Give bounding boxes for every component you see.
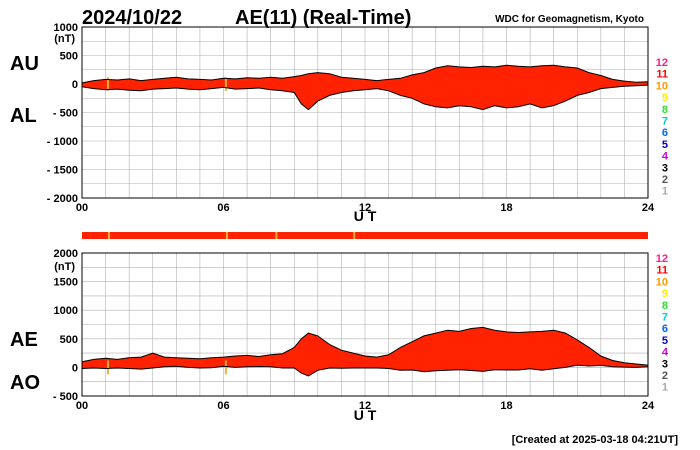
station-count-label: 9 xyxy=(662,92,668,104)
status-bar-band xyxy=(82,232,648,239)
station-count-label: 6 xyxy=(662,323,668,335)
y-tick-label: 2000 xyxy=(54,248,78,260)
y-tick-label: - 2000 xyxy=(47,193,78,205)
station-count-label: 7 xyxy=(662,116,668,128)
station-count-label: 5 xyxy=(662,139,668,151)
ae-ao-envelope xyxy=(82,327,648,376)
station-count-label: 12 xyxy=(656,253,668,265)
station-status-bar xyxy=(82,232,648,239)
status-bar-gap-mark xyxy=(275,232,278,239)
x-tick-label: 00 xyxy=(76,202,88,214)
y-tick-label: - 1500 xyxy=(47,165,78,177)
station-count-label: 11 xyxy=(656,265,668,277)
x-tick-label: 18 xyxy=(500,202,512,214)
station-count-label: 3 xyxy=(662,358,668,370)
x-tick-label: 18 xyxy=(500,400,512,412)
status-bar-gap-mark xyxy=(225,232,228,239)
station-count-label: 10 xyxy=(656,276,668,288)
y-tick-label: 500 xyxy=(60,334,78,346)
y-tick-label: - 500 xyxy=(53,391,78,403)
au-al-envelope xyxy=(82,65,648,110)
x-tick-label: 24 xyxy=(642,202,655,214)
y-tick-label: 0 xyxy=(72,362,78,374)
date-title: 2024/10/22 xyxy=(82,7,182,29)
ae-ao-gap-marks xyxy=(106,360,227,375)
au-al-unit-label: (nT) xyxy=(54,33,75,45)
status-bar-gap-mark xyxy=(107,232,110,239)
station-count-label: 2 xyxy=(662,174,668,186)
au-al-grid xyxy=(82,27,648,198)
au-al-fill xyxy=(82,65,648,110)
y-tick-label: 1000 xyxy=(54,22,78,34)
ae-ao-grid xyxy=(82,253,648,396)
source-label: WDC for Geomagnetism, Kyoto xyxy=(495,14,644,25)
series-line-ao xyxy=(81,364,649,377)
au-al-panel: 1000 500 0 - 500 - 1000 - 1500 - 2000 00 06 12 18… xyxy=(10,22,655,224)
x-tick-label: 06 xyxy=(217,202,229,214)
au-al-lines xyxy=(81,64,649,111)
station-count-label: 5 xyxy=(662,335,668,347)
au-al-x-tick-labels: 00 06 12 18 24 xyxy=(76,202,655,214)
station-count-label: 8 xyxy=(662,104,668,116)
y-tick-label: 1000 xyxy=(54,305,78,317)
x-tick-label: 24 xyxy=(642,400,655,412)
station-count-label: 11 xyxy=(656,69,668,81)
y-tick-label: - 1000 xyxy=(47,136,78,148)
ae-ao-x-axis-label: U T xyxy=(354,407,377,423)
ae-ao-fill xyxy=(82,327,648,376)
ae-ao-x-tick-labels: 00 06 12 18 24 xyxy=(76,400,655,412)
al-label: AL xyxy=(10,105,37,127)
series-line-al xyxy=(81,84,649,111)
x-tick-label: 00 xyxy=(76,400,88,412)
au-al-x-axis-label: U T xyxy=(354,208,377,224)
station-count-label: 12 xyxy=(656,57,668,69)
station-count-label: 4 xyxy=(662,347,669,359)
ae-ao-y-tick-labels: 2000 1500 1000 500 0 - 500 xyxy=(53,248,78,403)
x-tick-label: 12 xyxy=(359,400,371,412)
au-al-y-tick-labels: 1000 500 0 - 500 - 1000 - 1500 - 2000 xyxy=(47,22,78,205)
y-tick-label: 1500 xyxy=(54,277,78,289)
y-tick-label: - 500 xyxy=(53,108,78,120)
station-count-label: 8 xyxy=(662,300,668,312)
station-count-label: 1 xyxy=(662,186,668,198)
series-line-ae xyxy=(81,326,649,366)
ae-ao-lines xyxy=(81,326,649,377)
y-tick-label: 0 xyxy=(72,79,78,91)
station-count-label: 3 xyxy=(662,162,668,174)
x-tick-label: 06 xyxy=(217,400,229,412)
station-count-label: 1 xyxy=(662,382,668,394)
au-al-frame xyxy=(81,26,649,199)
series-line-au xyxy=(81,64,649,84)
station-count-label: 7 xyxy=(662,312,668,324)
ae-ao-unit-label: (nT) xyxy=(54,261,75,273)
y-tick-label: 500 xyxy=(60,51,78,63)
au-label: AU xyxy=(10,53,39,75)
station-count-label: 9 xyxy=(662,288,668,300)
station-count-label: 2 xyxy=(662,370,668,382)
ae-label: AE xyxy=(10,329,38,351)
created-timestamp: [Created at 2025-03-18 04:21UT] xyxy=(512,434,679,446)
ae-ao-panel: 2000 1500 1000 500 0 - 500 00 06 12 18 24 (nT) AE… xyxy=(10,248,655,423)
x-tick-label: 12 xyxy=(359,202,371,214)
station-count-label: 6 xyxy=(662,127,668,139)
ae-ao-frame xyxy=(81,252,649,397)
station-count-label: 4 xyxy=(662,151,669,163)
ao-label: AO xyxy=(10,372,40,394)
station-count-label: 10 xyxy=(656,80,668,92)
status-bar-gap-mark xyxy=(353,232,356,239)
index-title: AE(11) (Real-Time) xyxy=(235,7,411,29)
